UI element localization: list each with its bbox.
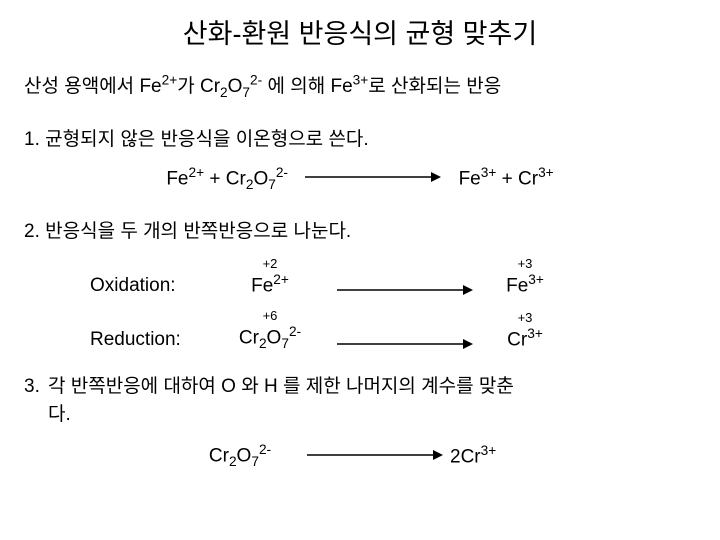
text: 가 Cr <box>177 76 220 97</box>
reduction-lhs: +6 Cr2O72- <box>210 324 330 351</box>
sup: 3+ <box>481 443 497 458</box>
sub: 7 <box>281 336 289 351</box>
step-3-text: 3. 각 반쪽반응에 대하여 O 와 H 를 제한 나머지의 계수를 맞춘 다. <box>20 373 700 430</box>
term: Cr <box>239 327 259 348</box>
term: Cr <box>226 168 246 189</box>
text: 산성 용액에서 Fe <box>24 76 162 97</box>
sup: 3+ <box>353 73 369 88</box>
sub: 2 <box>220 85 228 100</box>
text: 로 산화되는 반응 <box>368 76 501 97</box>
ox-state-lhs: +2 <box>210 256 330 271</box>
plus: + <box>496 168 518 189</box>
step-1-text: 1. 균형되지 않은 반응식을 이온형으로 쓴다. <box>20 124 700 151</box>
sup: 2- <box>250 73 262 88</box>
slide-title: 산화-환원 반응식의 균형 맞추기 <box>20 12 700 51</box>
text: O <box>228 76 243 97</box>
arrow-icon <box>303 168 443 190</box>
sup: 2- <box>276 165 288 180</box>
reduction-label: Reduction: <box>90 329 210 351</box>
plus: + <box>204 168 226 189</box>
step-2-text: 2. 반응식을 두 개의 반쪽반응으로 나눈다. <box>20 216 700 243</box>
sup: 2- <box>289 324 301 339</box>
oxidation-lhs: +2 Fe2+ <box>210 272 330 297</box>
term: Cr <box>209 445 229 466</box>
term: Fe <box>506 275 528 296</box>
oxidation-rhs: +3 Fe3+ <box>480 272 570 297</box>
term: Fe <box>251 275 273 296</box>
ox-state-lhs: +6 <box>210 308 330 323</box>
arrow-icon <box>330 337 480 351</box>
term: Fe <box>459 168 481 189</box>
sup: 2+ <box>189 165 205 180</box>
reaction-description: 산성 용액에서 Fe2+가 Cr2O72- 에 의해 Fe3+로 산화되는 반응 <box>20 71 700 100</box>
step-number: 3. <box>24 373 48 430</box>
half-reactions: Oxidation: +2 Fe2+ +3 Fe3+ Reduction: +6… <box>20 257 700 351</box>
eq3-rhs: 2Cr3+ <box>450 443 540 468</box>
sup: 3+ <box>481 165 497 180</box>
equation-1: Fe2+ + Cr2O72- Fe3+ + Cr3+ <box>20 165 700 192</box>
term: Cr <box>518 168 538 189</box>
sub: 7 <box>242 85 250 100</box>
sup: 2- <box>259 442 271 457</box>
text: 에 의해 Fe <box>262 76 352 97</box>
ox-state-rhs: +3 <box>480 310 570 325</box>
reduction-rhs: +3 Cr3+ <box>480 326 570 351</box>
oxidation-row: Oxidation: +2 Fe2+ +3 Fe3+ <box>90 257 700 297</box>
reduction-row: Reduction: +6 Cr2O72- +3 Cr3+ <box>90 311 700 351</box>
arrow-icon <box>300 448 450 462</box>
sub: 2 <box>229 454 237 469</box>
equation-3: Cr2O72- 2Cr3+ <box>20 442 700 469</box>
sup: 2+ <box>162 73 178 88</box>
oxidation-label: Oxidation: <box>90 275 210 297</box>
term: Cr <box>507 329 527 350</box>
sub: 7 <box>251 454 259 469</box>
ox-state-rhs: +3 <box>480 256 570 271</box>
term: O <box>253 168 268 189</box>
arrow-icon <box>330 283 480 297</box>
term: 2Cr <box>450 446 481 467</box>
sup: 2+ <box>273 272 289 287</box>
sub: 7 <box>268 177 276 192</box>
term: O <box>267 327 282 348</box>
sup: 3+ <box>527 326 543 341</box>
term: O <box>237 445 252 466</box>
eq3-lhs: Cr2O72- <box>180 442 300 469</box>
term: Fe <box>166 168 188 189</box>
step-3-line-2: 다. <box>48 401 690 430</box>
sup: 3+ <box>538 165 554 180</box>
sup: 3+ <box>528 272 544 287</box>
sub: 2 <box>259 336 267 351</box>
step-3-line-1: 각 반쪽반응에 대하여 O 와 H 를 제한 나머지의 계수를 맞춘 <box>48 376 514 397</box>
